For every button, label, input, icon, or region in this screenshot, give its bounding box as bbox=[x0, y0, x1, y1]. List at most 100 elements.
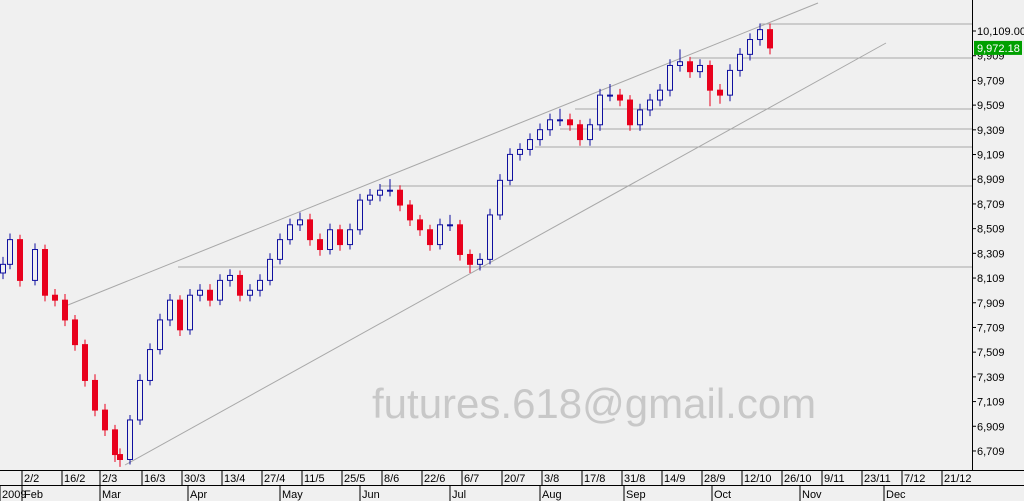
candle-body bbox=[0, 263, 6, 274]
y-tick-label: 7,109 bbox=[977, 397, 1005, 409]
y-tick-label: 6,709 bbox=[977, 446, 1005, 458]
month-label: Aug bbox=[542, 489, 562, 501]
x-tick-label: 31/8 bbox=[624, 473, 645, 485]
x-tick-label: 8/6 bbox=[384, 473, 399, 485]
candle-body bbox=[7, 239, 13, 265]
trend-line bbox=[124, 42, 887, 466]
candle-body bbox=[587, 124, 593, 141]
x-tick-label: 11/5 bbox=[304, 473, 325, 485]
candle-body bbox=[102, 409, 108, 431]
y-tick-label: 9,109 bbox=[977, 150, 1005, 162]
month-label: Sep bbox=[626, 489, 646, 501]
candle-body bbox=[497, 179, 503, 216]
candle-body bbox=[267, 258, 273, 281]
candle-body bbox=[127, 419, 133, 461]
month-label: Mar bbox=[102, 489, 121, 501]
y-tick-label: 8,709 bbox=[977, 199, 1005, 211]
candle-body bbox=[62, 299, 68, 321]
y-tick-label: 9,509 bbox=[977, 100, 1005, 112]
x-tick-label: 12/10 bbox=[744, 473, 772, 485]
y-tick-label: 8,109 bbox=[977, 273, 1005, 285]
last-price-box bbox=[974, 40, 1022, 55]
candle-body bbox=[507, 153, 513, 181]
candle-body bbox=[187, 294, 193, 331]
x-tick-label: 3/8 bbox=[544, 473, 559, 485]
y-tick-label: 6,909 bbox=[977, 421, 1005, 433]
y-tick-label: 8,309 bbox=[977, 248, 1005, 260]
x-tick-label: 13/4 bbox=[224, 473, 245, 485]
candle-body bbox=[537, 129, 543, 141]
candle-body bbox=[727, 69, 733, 96]
candle-body bbox=[52, 294, 58, 301]
month-label: May bbox=[282, 489, 303, 501]
candle-body bbox=[42, 249, 48, 296]
candle-body bbox=[697, 64, 703, 73]
x-tick-label: 16/2 bbox=[64, 473, 85, 485]
x-tick-label: 16/3 bbox=[144, 473, 165, 485]
candle-body bbox=[567, 119, 573, 126]
candle-body bbox=[287, 224, 293, 241]
x-tick-label: 14/9 bbox=[664, 473, 685, 485]
x-tick-label: 27/4 bbox=[264, 473, 285, 485]
candle-body bbox=[197, 289, 203, 296]
candle-body bbox=[677, 61, 683, 66]
candle-body bbox=[707, 64, 713, 91]
x-tick-label: 7/12 bbox=[904, 473, 925, 485]
x-tick-label: 25/5 bbox=[344, 473, 365, 485]
month-label: Apr bbox=[190, 489, 207, 501]
candle-body bbox=[257, 279, 263, 291]
month-label: Nov bbox=[802, 489, 822, 501]
candle-body bbox=[527, 139, 533, 150]
trend-line bbox=[67, 2, 819, 306]
candle-body bbox=[717, 89, 723, 96]
candle-body bbox=[112, 429, 118, 456]
candle-body bbox=[147, 349, 153, 381]
month-label: Oct bbox=[714, 489, 731, 501]
x-tick-label: 2/2 bbox=[24, 473, 39, 485]
candle-body bbox=[92, 379, 98, 411]
month-label: Jul bbox=[452, 489, 466, 501]
y-tick-label: 9,709 bbox=[977, 75, 1005, 87]
candle-body bbox=[117, 454, 123, 461]
candle-body bbox=[577, 124, 583, 141]
candle-body bbox=[157, 319, 163, 351]
candle-body bbox=[407, 204, 413, 221]
candle-body bbox=[32, 249, 38, 281]
y-tick-label: 7,709 bbox=[977, 322, 1005, 334]
candle-body bbox=[637, 109, 643, 126]
candle-body bbox=[457, 224, 463, 255]
candle-body bbox=[617, 94, 623, 101]
y-tick-label: 8,909 bbox=[977, 174, 1005, 186]
x-tick-label: 23/11 bbox=[864, 473, 891, 485]
y-tick-label: 7,309 bbox=[977, 372, 1005, 384]
candle-body bbox=[757, 29, 763, 41]
candle-body bbox=[387, 189, 393, 192]
candle-body bbox=[467, 253, 473, 265]
candle-body bbox=[657, 89, 663, 101]
candle-body bbox=[737, 53, 743, 71]
candle-body bbox=[277, 239, 283, 260]
candle-body bbox=[367, 194, 373, 201]
x-tick-label: 2/3 bbox=[102, 473, 117, 485]
candle-body bbox=[72, 319, 78, 346]
candle-body bbox=[217, 279, 223, 301]
candle-body bbox=[437, 224, 443, 246]
x-tick-label: 17/8 bbox=[584, 473, 605, 485]
month-label: 2009 bbox=[2, 489, 26, 501]
candle-body bbox=[417, 219, 423, 231]
y-tick-label: 7,909 bbox=[977, 298, 1005, 310]
candle-body bbox=[607, 94, 613, 97]
candle-body bbox=[517, 148, 523, 155]
candle-body bbox=[317, 239, 323, 251]
candle-body bbox=[557, 119, 563, 122]
month-label: Dec bbox=[886, 489, 906, 501]
candle-body bbox=[447, 224, 453, 227]
x-tick-label: 30/3 bbox=[184, 473, 205, 485]
candle-body bbox=[82, 344, 88, 381]
x-tick-label: 26/10 bbox=[784, 473, 812, 485]
candle-body bbox=[377, 189, 383, 196]
candle-body bbox=[247, 289, 253, 296]
candle-body bbox=[477, 258, 483, 265]
